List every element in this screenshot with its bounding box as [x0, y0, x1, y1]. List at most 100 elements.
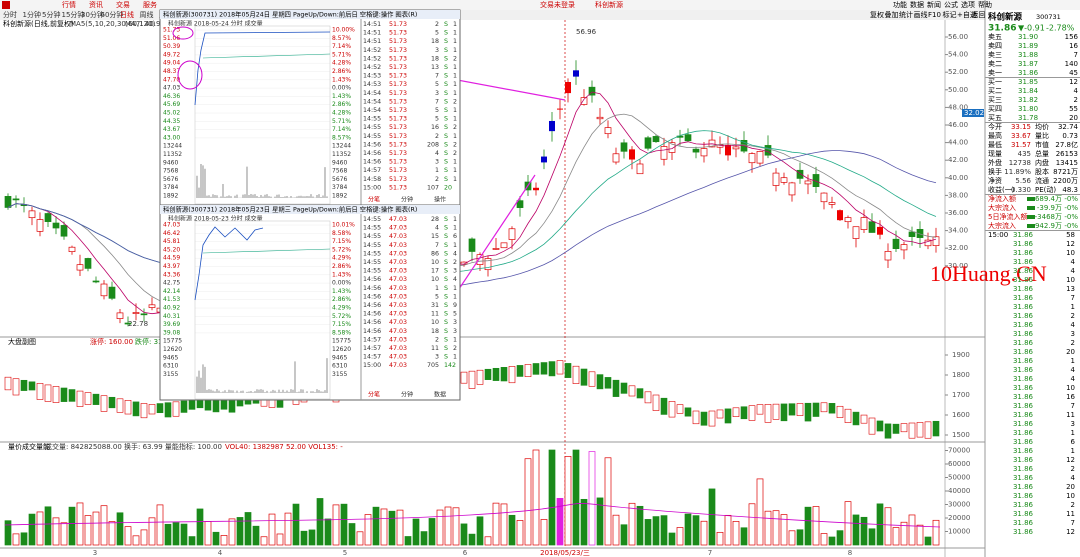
index-candle [820, 402, 828, 413]
index-candle [556, 360, 564, 375]
y-tick-label: 60000 [948, 460, 970, 468]
tick-cell: 47.03 [389, 250, 407, 257]
book-price: 31.80 [1018, 105, 1038, 113]
candle-body [636, 163, 644, 175]
tick-cell: 18 [431, 328, 439, 335]
popup-tab-button[interactable]: 操作 [434, 196, 446, 204]
tick-cell: 2 [435, 133, 439, 140]
pct-label: 7.15% [332, 238, 351, 245]
volume-label: 5676 [332, 176, 347, 183]
tick-volume: 7 [1071, 294, 1075, 302]
price-label: 45.20 [163, 246, 180, 253]
tick-cell: S [444, 124, 448, 131]
candle-body [516, 200, 524, 208]
tick-volume: 11 [1066, 411, 1075, 419]
tool-button[interactable]: 叠加 [885, 10, 899, 19]
candle-body [476, 254, 484, 265]
period-tab[interactable]: 周线 [140, 10, 154, 19]
candle-body [796, 169, 804, 179]
candle-body [700, 148, 708, 157]
period-tab[interactable]: 5分钟 [42, 10, 60, 19]
tick-price: 31.86 [1013, 528, 1034, 536]
tick-price: 31.86 [1013, 438, 1034, 446]
tick-cell: S [444, 21, 448, 28]
menu-item[interactable]: 交易 [116, 0, 130, 9]
index-candle [76, 390, 84, 407]
tick-price: 31.86 [1013, 393, 1034, 401]
y-tick-label: 48.00 [948, 103, 968, 111]
menu-item[interactable]: 功能 [893, 0, 907, 9]
flow-bar [1027, 206, 1035, 210]
candle-body [596, 116, 604, 120]
book-price: 31.84 [1018, 87, 1039, 95]
candle-body [748, 153, 756, 164]
volume-bar [220, 535, 228, 546]
period-tab[interactable]: 15分钟 [62, 10, 85, 19]
index-candle [692, 410, 700, 425]
candle-body [76, 264, 84, 271]
tool-button[interactable]: F10 [928, 11, 941, 19]
period-tab[interactable]: 日线 [120, 10, 134, 19]
tick-cell: 51.73 [389, 47, 407, 54]
tick-volume: 16 [1066, 393, 1075, 401]
index-candle [644, 391, 652, 404]
tick-cell: S [444, 285, 448, 292]
index-candle [484, 368, 492, 380]
popup-tab-button[interactable]: 分笔 [368, 391, 380, 399]
volume-bar [692, 515, 700, 546]
menu-item[interactable]: 服务 [143, 0, 157, 9]
menu-item[interactable]: 行情 [62, 0, 76, 9]
menu-item[interactable]: 资讯 [89, 0, 103, 9]
menu-item[interactable]: 选项 [961, 0, 975, 9]
volume-bar [756, 478, 764, 546]
chart-frame [194, 25, 331, 205]
tick-cell: 1 [453, 176, 457, 183]
popup-tab-button[interactable]: 分钟 [401, 391, 413, 399]
volume-bar [932, 519, 940, 546]
tool-button[interactable]: 复权 [870, 10, 884, 19]
period-tab[interactable]: 分时 [3, 10, 17, 19]
tick-cell: 14:56 [363, 276, 381, 283]
menu-item[interactable]: 帮助 [978, 0, 992, 9]
tool-button[interactable]: 返回 [972, 11, 986, 19]
period-tab[interactable]: 1分钟 [23, 10, 41, 19]
tick-cell: 14:57 [363, 336, 381, 343]
period-tab[interactable]: 30分钟 [81, 10, 104, 19]
tick-cell: 4 [453, 276, 457, 283]
menu-item[interactable]: 数据 [910, 0, 924, 9]
tick-price: 31.86 [1013, 492, 1034, 500]
candle-body [116, 312, 124, 319]
tick-cell: 47.03 [389, 233, 407, 240]
volume-bar [660, 515, 668, 546]
popup-tab-button[interactable]: 数据 [434, 391, 446, 399]
candle-body [500, 242, 508, 249]
popup-tab-button[interactable]: 分钟 [401, 196, 413, 204]
tick-cell: 1 [453, 216, 457, 223]
tick-cell: 10 [431, 259, 439, 266]
popup-titlebar [160, 10, 460, 19]
tool-button[interactable]: 标记 [943, 10, 957, 19]
stat-label: 今开 [988, 122, 1002, 131]
tick-cell: 107 [427, 184, 439, 191]
index-candle [804, 402, 812, 422]
tool-button[interactable]: 画线 [914, 10, 928, 19]
volume-bar [180, 523, 188, 546]
tick-cell: 5 [435, 30, 439, 37]
tool-button[interactable]: 统计 [899, 10, 913, 19]
popup-tab-button[interactable]: 分笔 [368, 196, 380, 204]
stat-value: 435 [1018, 150, 1031, 158]
tick-price: 31.86 [1013, 339, 1034, 347]
volume-bar [28, 513, 36, 546]
volume-bar [228, 518, 236, 546]
volume-bar [36, 511, 44, 546]
menu-item[interactable]: 新闻 [927, 0, 941, 9]
candle-body [28, 210, 36, 219]
volume-bar [60, 522, 68, 546]
tick-cell: 14:55 [363, 259, 381, 266]
volume-bar [68, 506, 76, 546]
tick-cell: 11 [431, 345, 439, 352]
period-tab[interactable]: 60分钟 [101, 10, 124, 19]
menu-item[interactable]: 公式 [944, 0, 958, 9]
price-line [194, 226, 264, 301]
tool-button[interactable]: +自选 [957, 10, 977, 19]
